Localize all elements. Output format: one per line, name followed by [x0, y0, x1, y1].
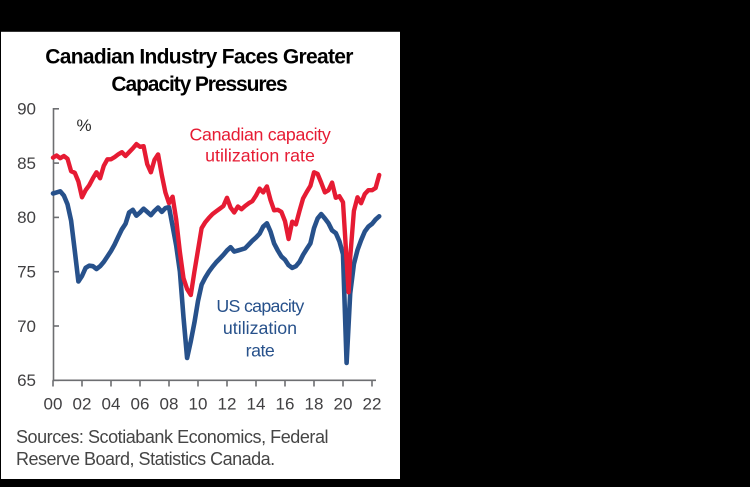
svg-text:75: 75: [17, 263, 36, 282]
svg-text:65: 65: [17, 371, 36, 390]
svg-text:Capacity Pressures: Capacity Pressures: [111, 73, 287, 96]
svg-text:rate: rate: [246, 341, 275, 361]
svg-text:70: 70: [17, 317, 36, 336]
svg-text:85: 85: [17, 154, 36, 173]
svg-text:22: 22: [363, 395, 382, 414]
svg-text:Canadian Industry Faces Greate: Canadian Industry Faces Greater: [45, 46, 353, 69]
svg-text:02: 02: [73, 395, 92, 414]
svg-text:Canadian capacity: Canadian capacity: [189, 124, 330, 144]
svg-text:06: 06: [131, 395, 150, 414]
svg-text:Reserve Board, Statistics Cana: Reserve Board, Statistics Canada.: [16, 449, 275, 469]
svg-text:%: %: [76, 116, 91, 135]
svg-text:16: 16: [276, 395, 295, 414]
svg-text:80: 80: [17, 208, 36, 227]
svg-text:90: 90: [17, 100, 36, 119]
svg-text:20: 20: [334, 395, 353, 414]
svg-text:18: 18: [305, 395, 324, 414]
svg-text:08: 08: [160, 395, 179, 414]
svg-text:00: 00: [44, 395, 63, 414]
svg-text:US capacity: US capacity: [216, 296, 304, 316]
svg-text:Sources: Scotiabank Economics,: Sources: Scotiabank Economics, Federal: [16, 427, 328, 447]
svg-text:utilization rate: utilization rate: [205, 146, 315, 166]
svg-text:14: 14: [247, 395, 266, 414]
svg-text:utilization: utilization: [223, 318, 297, 338]
svg-text:10: 10: [189, 395, 208, 414]
svg-text:04: 04: [102, 395, 121, 414]
svg-text:12: 12: [218, 395, 237, 414]
